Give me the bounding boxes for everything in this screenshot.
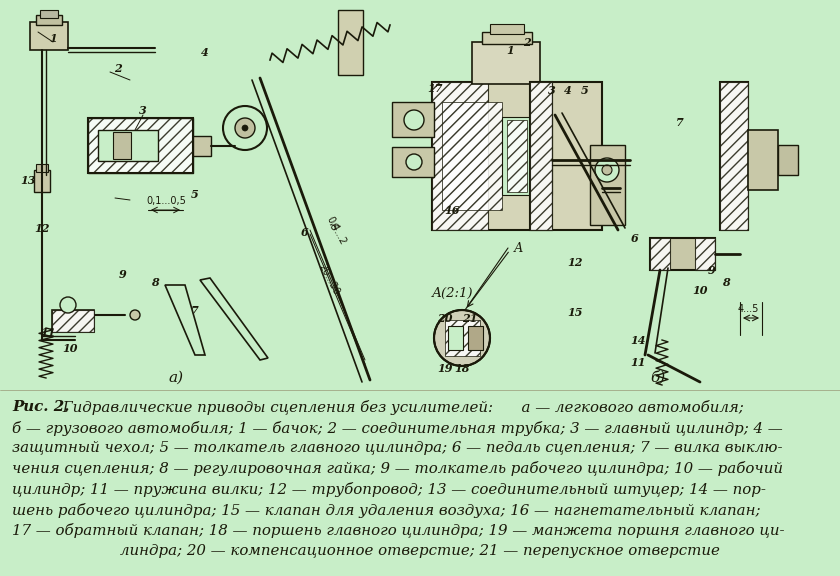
Text: шень рабочего цилиндра; 15 — клапан для удаления воздуха; 16 — нагнетательный кл: шень рабочего цилиндра; 15 — клапан для … bbox=[12, 502, 760, 517]
Bar bbox=[650, 238, 670, 270]
Bar bbox=[338, 10, 363, 75]
Bar bbox=[34, 170, 50, 192]
Text: б — грузового автомобиля; 1 — бачок; 2 — соединительная трубка; 3 — главный цили: б — грузового автомобиля; 1 — бачок; 2 —… bbox=[12, 420, 783, 435]
Polygon shape bbox=[165, 285, 205, 355]
Text: защитный чехол; 5 — толкатель главного цилиндра; 6 — педаль сцепления; 7 — вилка: защитный чехол; 5 — толкатель главного ц… bbox=[12, 441, 783, 455]
Bar bbox=[472, 42, 540, 84]
Circle shape bbox=[434, 310, 490, 366]
Bar bbox=[445, 320, 480, 356]
Circle shape bbox=[404, 110, 424, 130]
Text: а): а) bbox=[168, 371, 183, 385]
Bar bbox=[113, 132, 131, 159]
Text: 4: 4 bbox=[201, 47, 209, 58]
Circle shape bbox=[406, 154, 422, 170]
Bar bbox=[482, 32, 532, 44]
Text: 7: 7 bbox=[676, 116, 684, 127]
Text: 9: 9 bbox=[119, 270, 127, 281]
Text: 7: 7 bbox=[192, 305, 199, 316]
Circle shape bbox=[595, 158, 619, 182]
Bar bbox=[778, 145, 798, 175]
Bar bbox=[695, 238, 715, 270]
Text: линдра; 20 — компенсационное отверстие; 21 — перепускное отверстие: линдра; 20 — компенсационное отверстие; … bbox=[120, 544, 720, 558]
Bar bbox=[530, 82, 552, 230]
Bar bbox=[88, 118, 193, 173]
Text: 3: 3 bbox=[549, 85, 556, 96]
Text: 5: 5 bbox=[581, 85, 589, 96]
Text: Гидравлические приводы сцепления без усилителей:      а — легкового автомобиля;: Гидравлические приводы сцепления без уси… bbox=[58, 400, 743, 415]
Bar bbox=[432, 82, 602, 230]
Text: 20...30: 20...30 bbox=[316, 263, 340, 297]
Text: 10: 10 bbox=[692, 285, 708, 295]
Text: 20: 20 bbox=[438, 313, 453, 324]
Text: А(2:1): А(2:1) bbox=[432, 287, 474, 300]
Text: 6: 6 bbox=[326, 221, 338, 232]
Bar bbox=[52, 310, 94, 332]
Text: 6: 6 bbox=[631, 233, 639, 244]
Text: А: А bbox=[514, 241, 523, 255]
Circle shape bbox=[130, 310, 140, 320]
Bar bbox=[98, 130, 158, 161]
Text: 17: 17 bbox=[428, 82, 443, 93]
Text: 2: 2 bbox=[114, 63, 122, 74]
Bar bbox=[442, 102, 502, 210]
Bar bbox=[40, 10, 58, 18]
Bar bbox=[36, 164, 48, 172]
Bar bbox=[590, 145, 625, 225]
Circle shape bbox=[242, 125, 248, 131]
Text: 17 — обратный клапан; 18 — поршень главного цилиндра; 19 — манжета поршня главно: 17 — обратный клапан; 18 — поршень главн… bbox=[12, 523, 785, 538]
Text: 19: 19 bbox=[438, 362, 453, 373]
Bar bbox=[748, 130, 778, 190]
Bar bbox=[193, 136, 211, 156]
Text: 0,4...2: 0,4...2 bbox=[324, 215, 347, 247]
Bar bbox=[530, 82, 552, 230]
Text: 13: 13 bbox=[20, 175, 36, 185]
Text: 10: 10 bbox=[62, 343, 78, 354]
Text: Рис. 2.: Рис. 2. bbox=[12, 400, 70, 414]
Circle shape bbox=[602, 165, 612, 175]
Bar bbox=[30, 22, 68, 50]
Text: 18: 18 bbox=[454, 362, 470, 373]
Text: 8: 8 bbox=[151, 278, 159, 289]
Text: 4: 4 bbox=[564, 85, 572, 96]
Bar bbox=[502, 117, 552, 195]
Bar bbox=[468, 326, 483, 350]
Bar bbox=[52, 310, 94, 332]
Text: 12: 12 bbox=[567, 256, 583, 267]
Bar bbox=[490, 24, 524, 34]
Text: 11: 11 bbox=[40, 327, 55, 338]
Text: 11: 11 bbox=[630, 357, 646, 367]
Text: 1: 1 bbox=[507, 44, 514, 55]
Text: 15: 15 bbox=[567, 306, 583, 317]
Text: 12: 12 bbox=[34, 222, 50, 233]
Polygon shape bbox=[200, 278, 268, 360]
Bar bbox=[432, 82, 488, 230]
Text: 3: 3 bbox=[139, 104, 147, 116]
Bar bbox=[36, 15, 62, 25]
Text: 14: 14 bbox=[630, 335, 646, 346]
Text: 1: 1 bbox=[49, 32, 57, 44]
Text: б): б) bbox=[650, 371, 665, 385]
Text: 16: 16 bbox=[444, 204, 459, 215]
Text: 4...5: 4...5 bbox=[738, 304, 759, 314]
Circle shape bbox=[223, 106, 267, 150]
Bar bbox=[720, 82, 748, 230]
Text: 0,1...0,5: 0,1...0,5 bbox=[146, 196, 186, 206]
Text: 2: 2 bbox=[523, 36, 531, 47]
Circle shape bbox=[235, 118, 255, 138]
Text: 6: 6 bbox=[301, 226, 309, 237]
Text: 9: 9 bbox=[708, 264, 716, 275]
Bar bbox=[720, 82, 748, 230]
Text: чения сцепления; 8 — регулировочная гайка; 9 — толкатель рабочего цилиндра; 10 —: чения сцепления; 8 — регулировочная гайк… bbox=[12, 461, 783, 476]
Bar bbox=[650, 238, 715, 270]
Text: 8: 8 bbox=[722, 276, 730, 287]
Circle shape bbox=[60, 297, 76, 313]
Bar bbox=[507, 120, 527, 192]
Bar bbox=[448, 326, 463, 350]
Text: цилиндр; 11 — пружина вилки; 12 — трубопровод; 13 — соединительный штуцер; 14 — : цилиндр; 11 — пружина вилки; 12 — трубоп… bbox=[12, 482, 766, 497]
Bar bbox=[88, 118, 193, 173]
Text: 5: 5 bbox=[192, 190, 199, 200]
Bar bbox=[392, 102, 434, 137]
Text: 21: 21 bbox=[462, 313, 478, 324]
Bar bbox=[392, 147, 434, 177]
